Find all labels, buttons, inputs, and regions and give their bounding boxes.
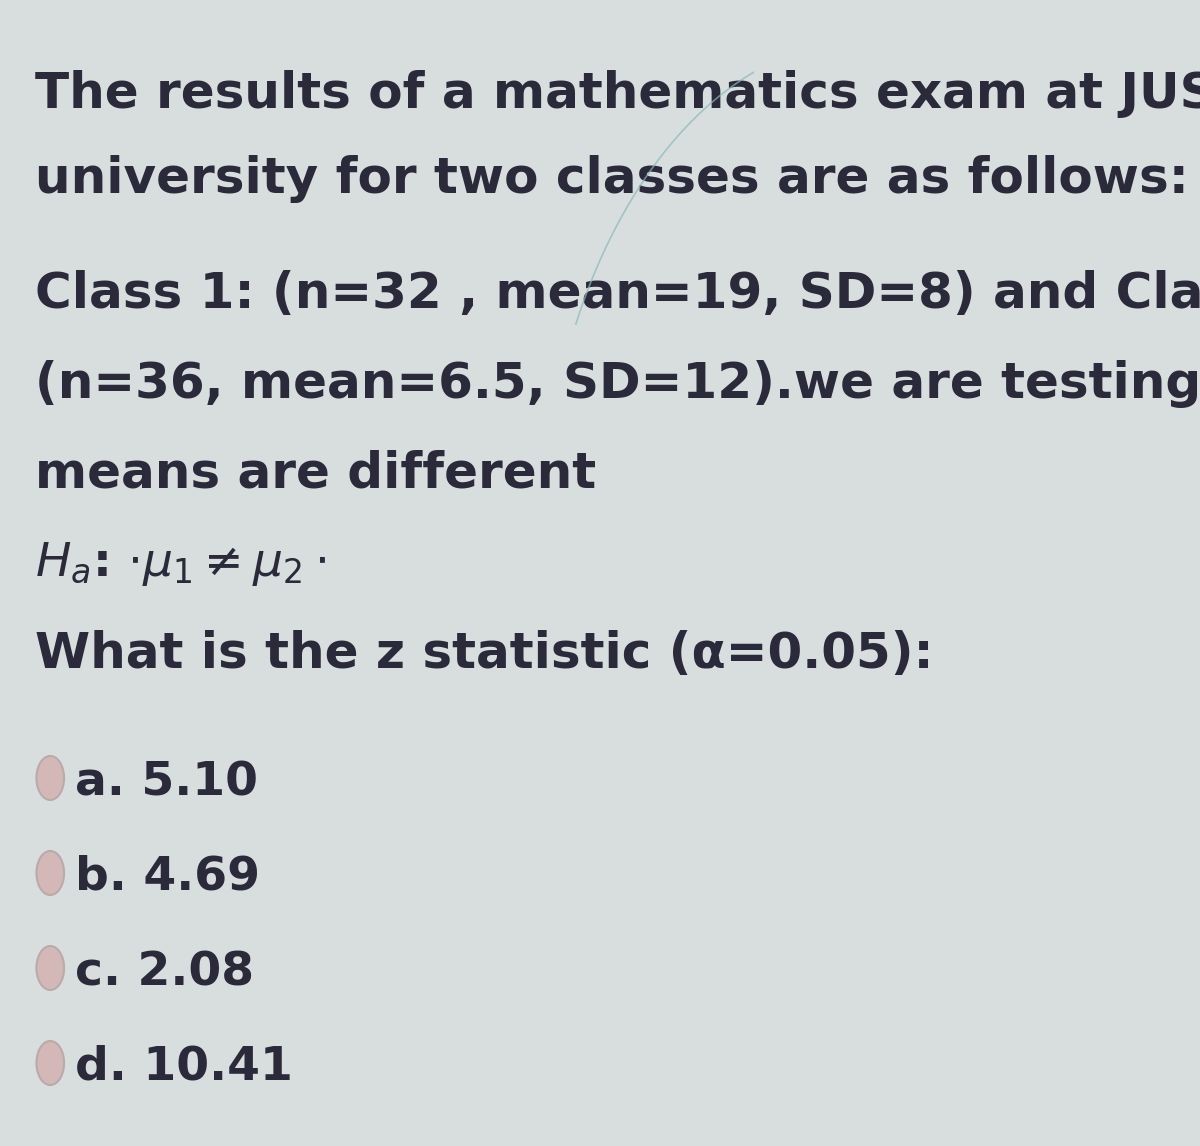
Text: c. 2.08: c. 2.08 — [76, 950, 254, 995]
Text: What is the z statistic (α=0.05):: What is the z statistic (α=0.05): — [35, 630, 934, 678]
Text: d. 10.41: d. 10.41 — [76, 1045, 293, 1090]
Text: b. 4.69: b. 4.69 — [76, 855, 260, 900]
Circle shape — [36, 756, 64, 800]
Text: university for two classes are as follows:: university for two classes are as follow… — [35, 155, 1188, 203]
Text: The results of a mathematics exam at JUST: The results of a mathematics exam at JUS… — [35, 70, 1200, 118]
Text: (n=36, mean=6.5, SD=12).we are testing if the: (n=36, mean=6.5, SD=12).we are testing i… — [35, 360, 1200, 408]
Text: means are different: means are different — [35, 450, 595, 499]
Circle shape — [36, 1041, 64, 1085]
Text: $H_a$: $\cdot\mu_1 \neq \mu_2\cdot$: $H_a$: $\cdot\mu_1 \neq \mu_2\cdot$ — [35, 540, 325, 588]
Text: Class 1: (n=32 , mean=19, SD=8) and Class 2:: Class 1: (n=32 , mean=19, SD=8) and Clas… — [35, 270, 1200, 317]
Circle shape — [36, 851, 64, 895]
Text: a. 5.10: a. 5.10 — [76, 760, 258, 804]
Circle shape — [36, 945, 64, 990]
